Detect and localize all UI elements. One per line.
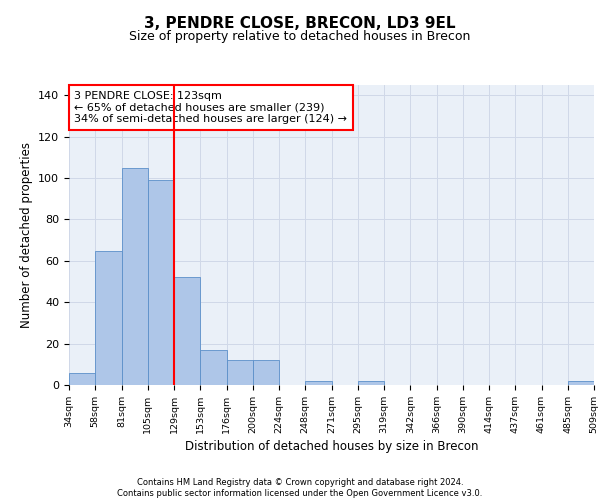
Bar [253,360,279,385]
Bar [95,250,121,385]
Bar [174,278,200,385]
Bar [200,350,227,385]
Y-axis label: Number of detached properties: Number of detached properties [20,142,32,328]
Bar [121,168,148,385]
Bar [568,381,594,385]
Text: 3 PENDRE CLOSE: 123sqm
← 65% of detached houses are smaller (239)
34% of semi-de: 3 PENDRE CLOSE: 123sqm ← 65% of detached… [74,91,347,124]
Bar [69,372,95,385]
Bar [305,381,331,385]
Bar [148,180,174,385]
X-axis label: Distribution of detached houses by size in Brecon: Distribution of detached houses by size … [185,440,478,453]
Text: Size of property relative to detached houses in Brecon: Size of property relative to detached ho… [130,30,470,43]
Bar [358,381,384,385]
Bar [227,360,253,385]
Text: Contains HM Land Registry data © Crown copyright and database right 2024.
Contai: Contains HM Land Registry data © Crown c… [118,478,482,498]
Text: 3, PENDRE CLOSE, BRECON, LD3 9EL: 3, PENDRE CLOSE, BRECON, LD3 9EL [144,16,456,31]
